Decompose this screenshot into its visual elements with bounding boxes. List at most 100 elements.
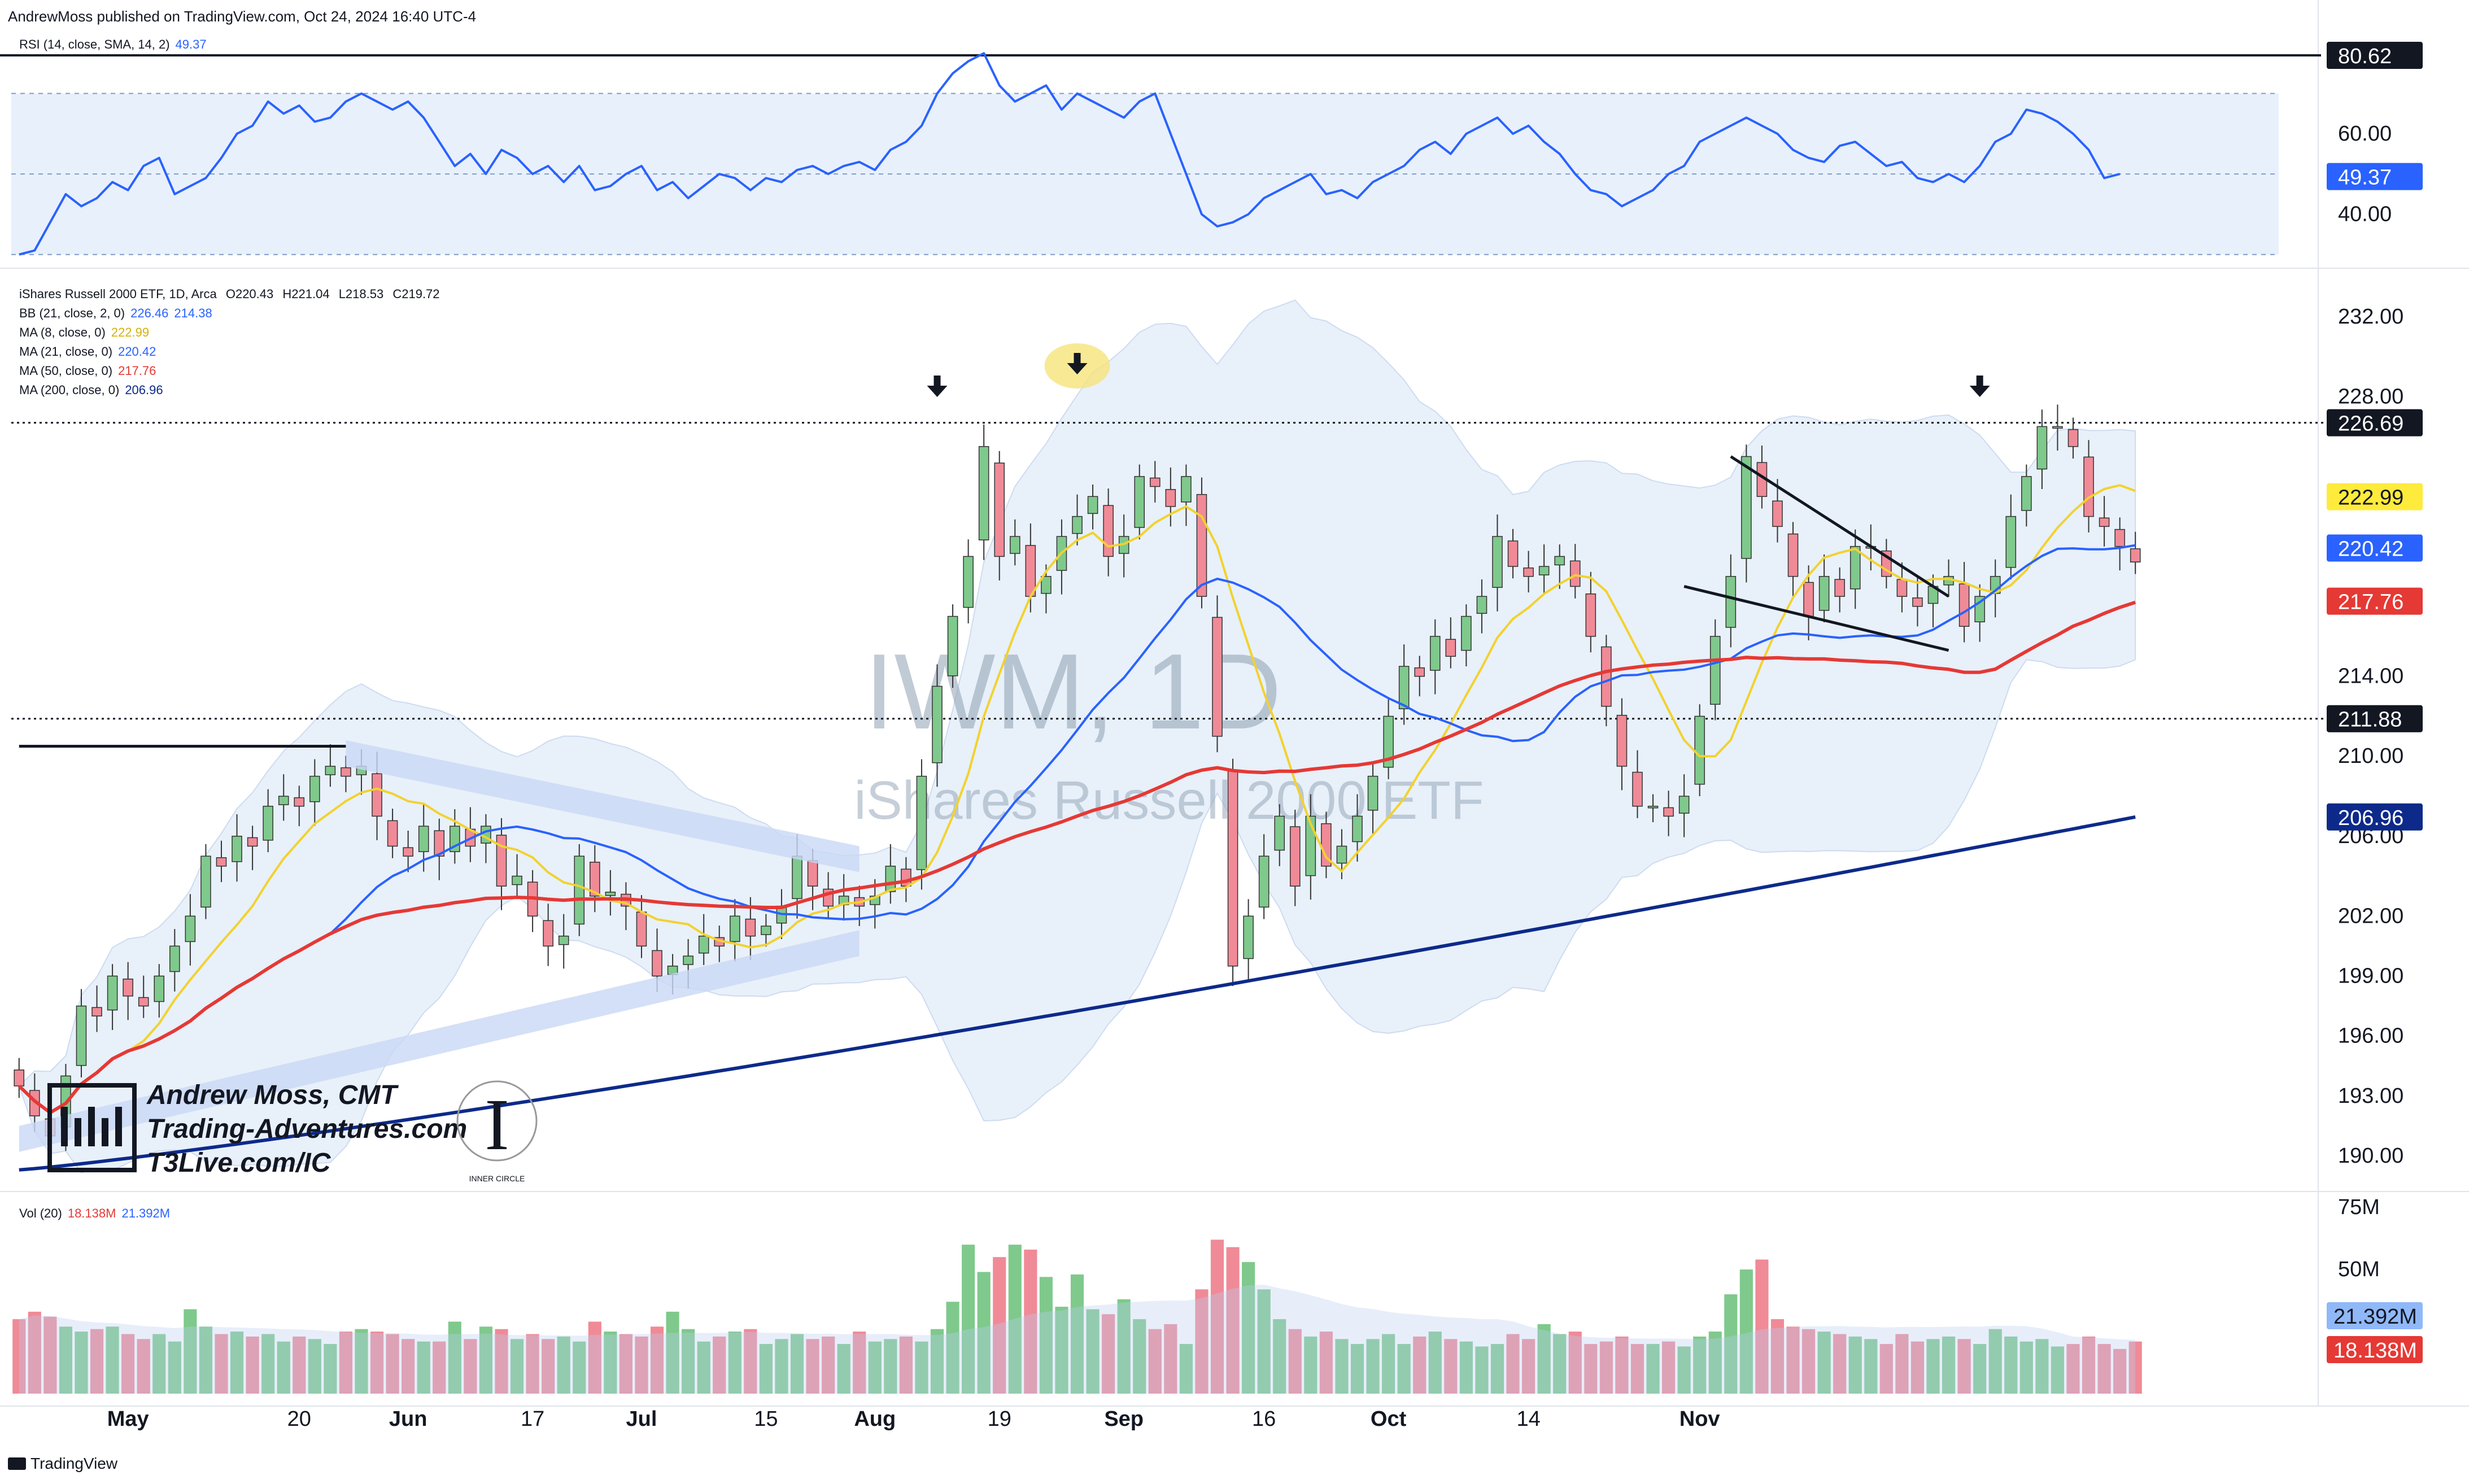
volume-bar xyxy=(619,1334,632,1394)
volume-bar xyxy=(1724,1294,1738,1394)
volume-bar xyxy=(495,1329,508,1394)
rsi-price-badge xyxy=(2327,163,2423,190)
vol-value-2: 21.392M xyxy=(121,1206,171,1220)
candle xyxy=(496,835,507,887)
candle xyxy=(2083,456,2094,517)
candle xyxy=(2067,429,2079,447)
volume-bar xyxy=(1770,1319,1785,1394)
ma200-legend[interactable]: MA (200, close, 0) 206.96 xyxy=(19,383,169,398)
ma8-legend[interactable]: MA (8, close, 0) 222.99 xyxy=(19,325,155,340)
channel-upper xyxy=(346,740,860,872)
candle xyxy=(2052,426,2063,429)
candle xyxy=(1025,545,1036,597)
symbol-legend[interactable]: iShares Russell 2000 ETF, 1D, Arca O220.… xyxy=(19,287,446,302)
candle xyxy=(1181,476,1192,503)
candle xyxy=(1289,826,1301,887)
branding-candle-icon xyxy=(115,1107,122,1146)
candle xyxy=(1009,536,1020,554)
price-tick-label: 202.00 xyxy=(2338,904,2403,928)
candle xyxy=(1803,582,1814,617)
price-badge-label: 217.76 xyxy=(2338,591,2403,614)
volume-bar xyxy=(168,1341,181,1394)
volume-bar xyxy=(1646,1344,1660,1394)
volume-bar xyxy=(1817,1332,1831,1394)
bb-legend[interactable]: BB (21, close, 2, 0) 226.46 214.38 xyxy=(19,306,218,321)
rsi-value: 49.37 xyxy=(175,37,207,51)
volume-bar xyxy=(868,1341,882,1394)
vol-label: Vol (20) xyxy=(19,1206,62,1220)
candle xyxy=(2099,517,2110,527)
volume-bar xyxy=(464,1339,477,1394)
volume-bar xyxy=(2004,1336,2018,1394)
ohlc-low: L218.53 xyxy=(338,287,384,301)
volume-bar xyxy=(962,1245,975,1394)
watermark-name: iShares Russell 2000 ETF xyxy=(854,770,1484,831)
volume-ma-area xyxy=(19,1285,2136,1394)
volume-bar xyxy=(635,1336,648,1394)
volume-bar xyxy=(1366,1339,1380,1394)
volume-bar xyxy=(215,1334,228,1394)
tradingview-logo-text: TradingView xyxy=(30,1455,118,1472)
candle xyxy=(263,805,273,841)
volume-bar xyxy=(666,1311,679,1394)
volume-bar xyxy=(1164,1324,1177,1394)
volume-bar xyxy=(106,1326,119,1394)
volume-bar xyxy=(2128,1341,2142,1394)
volume-bar xyxy=(1957,1339,1971,1394)
candle xyxy=(543,920,553,947)
price-tick-label: 193.00 xyxy=(2338,1084,2403,1108)
vol-legend[interactable]: Vol (20) 18.138M 21.392M xyxy=(19,1206,176,1221)
volume-bar xyxy=(728,1332,741,1394)
volume-bar xyxy=(1490,1344,1504,1394)
volume-bar xyxy=(43,1316,57,1394)
volume-bar xyxy=(2066,1344,2080,1394)
volume-badge-label: 18.138M xyxy=(2333,1339,2417,1363)
volume-bar xyxy=(1942,1336,1956,1394)
price-badge xyxy=(2327,534,2423,562)
candle xyxy=(683,955,693,965)
ma21-legend[interactable]: MA (21, close, 0) 220.42 xyxy=(19,344,162,359)
branding-line-1: Andrew Moss, CMT xyxy=(146,1080,399,1110)
ma50-legend[interactable]: MA (50, close, 0) 217.76 xyxy=(19,364,162,378)
symbol-title: iShares Russell 2000 ETF, 1D, Arca xyxy=(19,287,217,301)
volume-bar xyxy=(386,1334,399,1394)
rsi-legend[interactable]: RSI (14, close, SMA, 14, 2) 49.37 xyxy=(19,37,212,52)
candle xyxy=(76,1005,87,1066)
candle xyxy=(185,915,196,942)
volume-bar xyxy=(1553,1334,1567,1394)
candle xyxy=(14,1070,25,1086)
candle xyxy=(1694,715,1705,785)
candle xyxy=(1258,856,1270,908)
price-badge-label: 206.96 xyxy=(2338,806,2403,830)
tradingview-logo[interactable]: TradingView xyxy=(8,1455,117,1473)
branding-candle-icon xyxy=(61,1107,68,1146)
candle xyxy=(1538,566,1550,575)
time-tick-label: 19 xyxy=(988,1407,1011,1431)
candle xyxy=(216,857,227,867)
price-badge xyxy=(2327,483,2423,510)
inner-circle-logo-icon xyxy=(456,1080,538,1162)
candle xyxy=(2036,426,2048,470)
candle xyxy=(1834,579,1845,597)
candle xyxy=(107,975,118,1011)
candle xyxy=(232,836,242,862)
branding-candle-icon xyxy=(75,1118,81,1146)
volume-bar xyxy=(1444,1339,1458,1394)
volume-bar xyxy=(1413,1336,1427,1394)
ma21-label: MA (21, close, 0) xyxy=(19,344,113,359)
candle xyxy=(1725,576,1737,628)
time-tick-label: 17 xyxy=(521,1407,544,1431)
volume-bar xyxy=(1568,1332,1582,1394)
candle xyxy=(1414,667,1425,677)
candle xyxy=(278,796,289,805)
volume-bar xyxy=(1662,1341,1676,1394)
volume-bar xyxy=(261,1334,275,1394)
volume-bar xyxy=(775,1339,788,1394)
rsi-tick-label: 60.00 xyxy=(2338,122,2392,146)
volume-bar xyxy=(479,1326,492,1394)
candle xyxy=(1585,593,1596,637)
volume-bar xyxy=(1506,1334,1520,1394)
volume-bar xyxy=(946,1302,959,1394)
time-tick-label: Aug xyxy=(854,1407,896,1431)
